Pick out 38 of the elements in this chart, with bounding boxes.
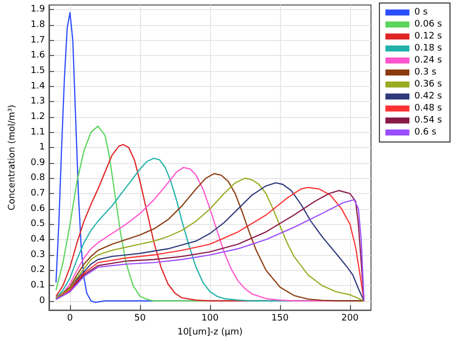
y-tick-label: 1.6 xyxy=(30,50,46,61)
legend-label: 0 s xyxy=(414,8,428,18)
x-tick-label: 150 xyxy=(271,314,289,324)
y-tick-label: 1.2 xyxy=(30,112,45,122)
y-tick-label: 0.9 xyxy=(30,158,46,168)
y-tick-label: 0.7 xyxy=(30,188,45,199)
legend-label: 0.36 s xyxy=(414,80,442,90)
y-axis-title: Concentration (mol/m³) xyxy=(8,104,18,210)
legend-label: 0.06 s xyxy=(414,20,442,30)
y-tick-label: 0.6 xyxy=(30,204,46,214)
legend-label: 0.6 s xyxy=(414,128,437,138)
legend-label: 0.12 s xyxy=(414,32,442,42)
y-tick-label: 1.7 xyxy=(30,35,45,46)
y-tick-label: 1.5 xyxy=(30,66,45,76)
legend-label: 0.24 s xyxy=(414,56,442,66)
x-tick-label: 100 xyxy=(201,314,219,324)
y-tick-label: 1.9 xyxy=(30,4,46,15)
y-tick-label: 0.2 xyxy=(30,265,45,276)
y-tick-label: 1.4 xyxy=(30,81,46,92)
y-tick-label: 1.8 xyxy=(30,20,46,30)
legend-label: 0.48 s xyxy=(414,104,442,114)
y-tick-label: 1.3 xyxy=(30,96,45,107)
y-tick-label: 1.1 xyxy=(30,127,45,138)
y-tick-label: 0 xyxy=(39,296,46,306)
y-tick-label: 0.5 xyxy=(30,219,45,230)
legend-label: 0.3 s xyxy=(414,68,437,78)
y-tick-label: 0.4 xyxy=(30,234,46,245)
y-tick-label: 0.3 xyxy=(30,250,45,260)
x-axis-title: 10[um]-z (µm) xyxy=(177,328,243,338)
y-tick-label: 0.8 xyxy=(30,173,46,184)
y-tick-label: 0.1 xyxy=(30,280,45,291)
legend-label: 0.18 s xyxy=(414,44,442,54)
legend-label: 0.54 s xyxy=(414,116,442,126)
y-tick-label: 1 xyxy=(39,142,45,153)
x-tick-label: 0 xyxy=(67,314,74,324)
x-tick-label: 200 xyxy=(341,314,359,324)
legend-label: 0.42 s xyxy=(414,92,442,102)
x-tick-label: 50 xyxy=(134,314,146,324)
